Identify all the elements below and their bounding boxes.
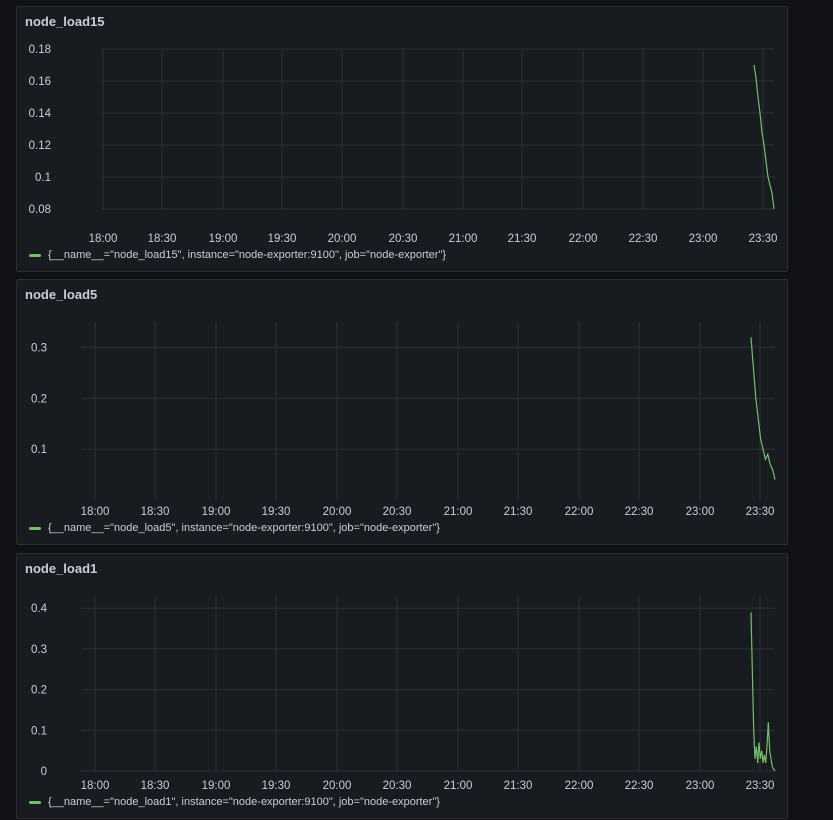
panel-title[interactable]: node_load1 — [25, 561, 98, 576]
x-tick-label: 20:30 — [383, 780, 412, 792]
x-tick-label: 21:30 — [508, 233, 537, 245]
y-tick-label: 0.1 — [31, 444, 47, 456]
x-tick-label: 23:30 — [746, 780, 775, 792]
y-tick-label: 0.08 — [29, 204, 51, 216]
x-tick-label: 18:00 — [89, 233, 118, 245]
x-tick-label: 20:30 — [389, 233, 418, 245]
x-tick-label: 19:00 — [209, 233, 238, 245]
series-line[interactable] — [750, 612, 776, 772]
x-tick-label: 18:00 — [81, 780, 110, 792]
x-tick-label: 23:30 — [749, 233, 778, 245]
x-tick-label: 18:30 — [141, 780, 170, 792]
x-tick-label: 21:30 — [504, 506, 533, 518]
y-tick-label: 0.3 — [31, 342, 47, 354]
x-tick-label: 18:30 — [141, 506, 170, 518]
y-tick-label: 0.1 — [35, 172, 51, 184]
x-tick-label: 19:30 — [268, 233, 297, 245]
x-tick-label: 23:00 — [686, 780, 715, 792]
x-tick-label: 22:30 — [629, 233, 658, 245]
y-tick-label: 0.1 — [31, 725, 47, 737]
x-tick-label: 18:00 — [81, 506, 110, 518]
x-tick-label: 19:30 — [262, 780, 291, 792]
x-tick-label: 22:00 — [565, 506, 594, 518]
chart-node-load5: 18:00 18:30 19:00 19:30 20:00 20:30 21:00 21:30… — [31, 322, 776, 518]
legend[interactable]: {__name__="node_load5", instance="node-e… — [29, 522, 440, 534]
legend-series-label[interactable]: {__name__="node_load5", instance="node-e… — [48, 522, 440, 534]
y-tick-label: 0.12 — [29, 140, 51, 152]
chart-node-load15: 18:00 18:30 19:00 19:30 20:00 20:30 21:00 21:30… — [29, 44, 778, 245]
x-tick-label: 23:00 — [686, 506, 715, 518]
chart-node-load1: 18:00 18:30 19:00 19:30 20:00 20:30 21:00 21:30… — [31, 596, 776, 792]
panel-node-load1[interactable]: node_load1 18:00 18:30 19:00 19:30 20:00 20:3… — [16, 553, 788, 819]
panel-node-load15[interactable]: node_load15 18:00 18:30 19:00 19:30 20:00 20:… — [16, 6, 788, 272]
x-tick-label: 20:30 — [383, 506, 412, 518]
series-line[interactable] — [750, 337, 776, 480]
x-tick-label: 23:30 — [746, 506, 775, 518]
x-tick-label: 19:00 — [202, 506, 231, 518]
panel-node-load5[interactable]: node_load5 18:00 18:30 19:00 19:30 20:00 20:3… — [16, 279, 788, 545]
x-tick-label: 19:30 — [262, 506, 291, 518]
x-tick-label: 19:00 — [202, 780, 231, 792]
legend[interactable]: {__name__="node_load1", instance="node-e… — [29, 796, 440, 808]
x-tick-label: 22:00 — [565, 780, 594, 792]
y-tick-label: 0.2 — [31, 393, 47, 405]
y-tick-label: 0.14 — [29, 108, 52, 120]
legend-swatch — [29, 253, 41, 257]
page-scrollbar[interactable] — [823, 0, 833, 818]
legend-series-label[interactable]: {__name__="node_load15", instance="node-… — [48, 249, 447, 261]
x-tick-label: 22:00 — [569, 233, 598, 245]
panel-title[interactable]: node_load5 — [25, 287, 98, 302]
y-tick-label: 0.16 — [29, 76, 51, 88]
x-tick-label: 21:00 — [449, 233, 478, 245]
x-tick-label: 22:30 — [625, 506, 654, 518]
x-tick-label: 23:00 — [689, 233, 718, 245]
x-tick-label: 20:00 — [328, 233, 357, 245]
x-tick-label: 22:30 — [625, 780, 654, 792]
legend-series-label[interactable]: {__name__="node_load1", instance="node-e… — [48, 796, 440, 808]
y-tick-label: 0.18 — [29, 44, 51, 56]
legend[interactable]: {__name__="node_load15", instance="node-… — [29, 249, 446, 261]
y-tick-label: 0.2 — [31, 685, 47, 697]
x-tick-label: 21:00 — [444, 780, 473, 792]
x-tick-label: 20:00 — [323, 780, 352, 792]
legend-swatch — [29, 526, 41, 530]
x-tick-label: 20:00 — [323, 506, 352, 518]
legend-swatch — [29, 800, 41, 804]
series-line[interactable] — [753, 64, 775, 210]
y-tick-label: 0.3 — [31, 644, 47, 656]
panel-title[interactable]: node_load15 — [25, 14, 105, 29]
x-tick-label: 18:30 — [148, 233, 177, 245]
x-tick-label: 21:00 — [444, 506, 473, 518]
x-tick-label: 21:30 — [504, 780, 533, 792]
y-tick-label: 0 — [41, 766, 47, 778]
y-tick-label: 0.4 — [31, 603, 48, 615]
